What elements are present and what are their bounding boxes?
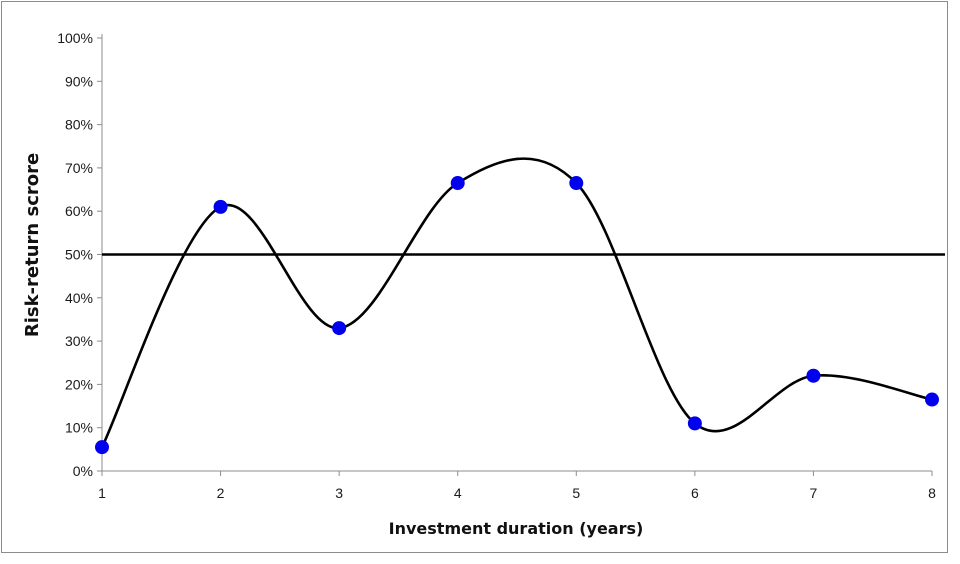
y-tick-label: 70% — [65, 160, 93, 176]
y-tick-label: 10% — [65, 420, 93, 436]
data-point — [332, 321, 347, 336]
y-tick-label: 20% — [65, 376, 93, 392]
y-tick-label: 0% — [73, 463, 93, 479]
y-tick-label: 30% — [65, 333, 93, 349]
x-tick-label: 7 — [810, 485, 818, 501]
x-axis: 1 2 3 4 5 6 7 8 — [98, 470, 936, 501]
y-axis-title: Risk-return scrore — [22, 153, 43, 337]
data-point — [806, 368, 821, 383]
y-tick-label: 100% — [57, 30, 93, 46]
y-tick-label: 50% — [65, 247, 93, 263]
y-tick-label: 60% — [65, 203, 93, 219]
y-tick-label: 80% — [65, 117, 93, 133]
x-tick-label: 4 — [454, 485, 462, 501]
x-axis-title: Investment duration (years) — [389, 519, 644, 538]
data-point — [450, 176, 465, 191]
x-tick-label: 3 — [335, 485, 343, 501]
data-point — [213, 199, 228, 214]
data-point — [925, 392, 939, 407]
y-tick-label: 40% — [65, 290, 93, 306]
series-line — [100, 157, 933, 448]
x-tick-label: 6 — [691, 485, 699, 501]
data-point — [687, 416, 702, 431]
x-tick-label: 8 — [928, 485, 936, 501]
y-tick-label: 90% — [65, 73, 93, 89]
data-point — [569, 176, 584, 191]
data-point — [95, 440, 109, 455]
x-tick-label: 5 — [572, 485, 580, 501]
x-tick-label: 1 — [98, 485, 106, 501]
y-axis: 0% 10% 20% 30% 40% 50% 60% 70% 80% 90% 100% — [57, 30, 103, 479]
chart-frame — [1, 1, 948, 553]
markers-group — [95, 176, 939, 455]
x-tick-label: 2 — [217, 485, 225, 501]
series-group — [100, 157, 933, 448]
